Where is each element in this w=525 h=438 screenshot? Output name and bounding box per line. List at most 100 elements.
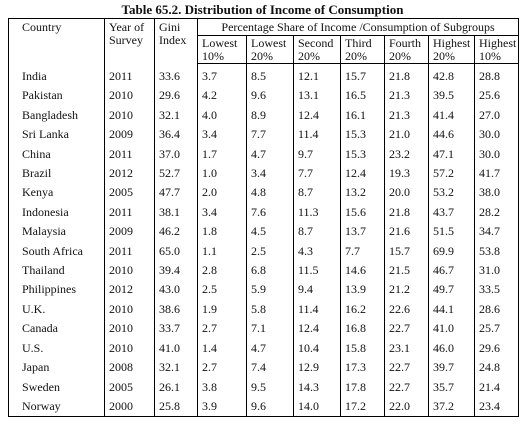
cell-fourth-20: 21.0 (384, 125, 429, 145)
cell-highest-20: 57.2 (428, 164, 475, 184)
header-subgroup-line: Third (345, 36, 372, 50)
cell-fourth-20: 20.0 (384, 183, 429, 203)
cell-fourth-20: 21.8 (384, 202, 429, 223)
cell-lowest-10: 2.7 (197, 319, 247, 339)
cell-third-20: 16.2 (340, 299, 385, 320)
cell-lowest-10: 1.4 (197, 338, 247, 359)
cell-fourth-20: 21.2 (384, 280, 429, 300)
cell-country: Japan (8, 358, 105, 378)
header-gini: Gini Index (154, 18, 198, 64)
cell-gini: 33.6 (154, 63, 198, 87)
cell-third-20: 16.8 (340, 319, 385, 339)
header-gini-line1: Gini (159, 20, 181, 34)
cell-fourth-20: 23.1 (384, 338, 429, 359)
cell-year: 2012 (104, 164, 155, 184)
cell-country: Norway (8, 396, 105, 418)
table-row: Sri Lanka 2009 36.4 3.4 7.7 11.4 15.3 21.0 44.6 3… (8, 125, 520, 145)
cell-second-20: 12.4 (293, 105, 341, 126)
cell-year: 2000 (104, 396, 155, 418)
cell-third-20: 15.3 (340, 144, 385, 165)
table-row: Canada 2010 33.7 2.7 7.1 12.4 16.8 22.7 41.0 25.7 (8, 319, 520, 339)
cell-highest-10: 34.7 (473, 222, 520, 242)
cell-lowest-20: 3.4 (246, 164, 294, 184)
cell-highest-20: 69.9 (428, 241, 475, 262)
cell-year: 2011 (104, 144, 155, 165)
cell-highest-20: 39.7 (428, 358, 475, 378)
cell-second-20: 10.4 (293, 338, 341, 359)
cell-highest-20: 37.2 (428, 396, 475, 418)
cell-third-20: 13.7 (340, 222, 385, 242)
cell-gini: 26.1 (154, 377, 198, 397)
cell-lowest-20: 4.8 (246, 183, 294, 203)
header-year: Year of Survey (104, 18, 155, 64)
cell-country: Thailand (8, 261, 105, 281)
cell-highest-10: 21.4 (473, 377, 520, 397)
cell-highest-10: 30.0 (473, 144, 520, 165)
cell-gini: 37.0 (154, 144, 198, 165)
cell-country: Philippines (8, 280, 105, 300)
cell-gini: 25.8 (154, 396, 198, 418)
header-subgroup-1: Lowest 20% (246, 35, 294, 64)
cell-lowest-10: 4.2 (197, 86, 247, 106)
cell-gini: 29.6 (154, 86, 198, 106)
cell-fourth-20: 19.3 (384, 164, 429, 184)
cell-highest-20: 46.7 (428, 261, 475, 281)
header-year-line2: Survey (109, 33, 143, 47)
cell-year: 2011 (104, 63, 155, 87)
cell-fourth-20: 22.7 (384, 377, 429, 397)
cell-fourth-20: 15.7 (384, 241, 429, 262)
cell-lowest-10: 3.9 (197, 396, 247, 418)
cell-country: Malaysia (8, 222, 105, 242)
cell-fourth-20: 21.8 (384, 63, 429, 87)
cell-lowest-20: 6.8 (246, 261, 294, 281)
cell-highest-20: 47.1 (428, 144, 475, 165)
cell-third-20: 12.4 (340, 164, 385, 184)
cell-lowest-20: 8.5 (246, 63, 294, 87)
cell-country: Bangladesh (8, 105, 105, 126)
cell-gini: 32.1 (154, 358, 198, 378)
cell-country: Indonesia (8, 202, 105, 223)
cell-year: 2009 (104, 222, 155, 242)
cell-highest-20: 44.1 (428, 299, 475, 320)
cell-gini: 38.1 (154, 202, 198, 223)
cell-gini: 33.7 (154, 319, 198, 339)
cell-lowest-20: 7.6 (246, 202, 294, 223)
cell-lowest-20: 2.5 (246, 241, 294, 262)
table-body: India 2011 33.6 3.7 8.5 12.1 15.7 21.8 42.8 28.8 P… (8, 63, 520, 418)
cell-highest-10: 23.4 (473, 396, 520, 418)
cell-second-20: 8.7 (293, 183, 341, 203)
header-subgroup-line: Lowest (251, 36, 287, 50)
cell-second-20: 12.4 (293, 319, 341, 339)
cell-highest-10: 33.5 (473, 280, 520, 300)
cell-highest-20: 43.7 (428, 202, 475, 223)
cell-highest-10: 29.6 (473, 338, 520, 359)
cell-country: Canada (8, 319, 105, 339)
cell-lowest-10: 1.1 (197, 241, 247, 262)
cell-lowest-10: 2.5 (197, 280, 247, 300)
cell-fourth-20: 21.3 (384, 105, 429, 126)
cell-lowest-20: 7.1 (246, 319, 294, 339)
cell-third-20: 13.2 (340, 183, 385, 203)
table-row: China 2011 37.0 1.7 4.7 9.7 15.3 23.2 47.1 30.0 (8, 144, 520, 165)
table-row: Japan 2008 32.1 2.7 7.4 12.9 17.3 22.7 39.7 24.8 (8, 358, 520, 378)
table-row: Bangladesh 2010 32.1 4.0 8.9 12.4 16.1 21.3 41.4… (8, 105, 520, 126)
cell-second-20: 8.7 (293, 222, 341, 242)
header-subgroup-6: Highest 10% (473, 35, 520, 64)
cell-lowest-20: 7.7 (246, 125, 294, 145)
cell-third-20: 17.2 (340, 396, 385, 418)
cell-highest-10: 28.6 (473, 299, 520, 320)
cell-fourth-20: 21.5 (384, 261, 429, 281)
header-subgroup-2: Second 20% (293, 35, 341, 64)
cell-lowest-20: 8.9 (246, 105, 294, 126)
cell-lowest-10: 3.8 (197, 377, 247, 397)
header-subgroup-line: 20% (251, 49, 273, 63)
cell-fourth-20: 21.3 (384, 86, 429, 106)
table-row: Malaysia 2009 46.2 1.8 4.5 8.7 13.7 21.6 51.5 34.… (8, 222, 520, 242)
cell-country: Pakistan (8, 86, 105, 106)
cell-lowest-10: 1.8 (197, 222, 247, 242)
table-title: Table 65.2. Distribution of Income of Co… (121, 2, 404, 17)
cell-highest-20: 39.5 (428, 86, 475, 106)
cell-second-20: 11.4 (293, 125, 341, 145)
header-subgroup-3: Third 20% (340, 35, 385, 64)
cell-third-20: 13.9 (340, 280, 385, 300)
